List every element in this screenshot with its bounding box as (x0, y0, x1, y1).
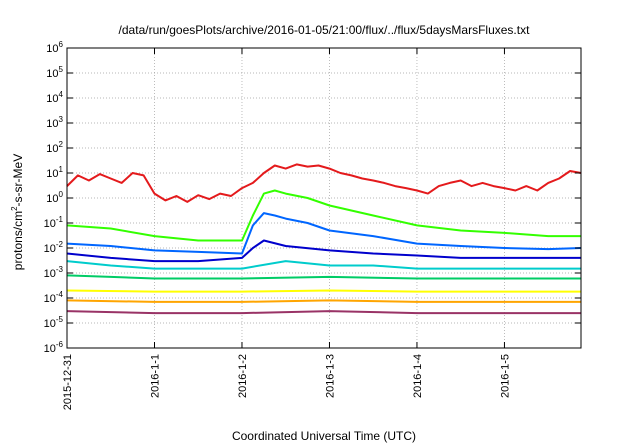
x-axis-title: Coordinated Universal Time (UTC) (232, 429, 416, 443)
y-tick-exponent: 4 (59, 90, 64, 99)
series-line (66, 212, 582, 255)
y-tick-exponent: 5 (59, 65, 64, 74)
y-tick-base: 10 (46, 118, 58, 130)
x-tick-label: 2016-1-5 (499, 354, 511, 398)
y-tick-label: 10-3 (44, 265, 64, 280)
y-tick-base: 10 (46, 93, 58, 105)
y-tick-exponent: 0 (59, 190, 64, 199)
y-tick-label: 100 (46, 190, 63, 205)
y-tick-exponent: 6 (59, 40, 64, 49)
series-line (66, 289, 581, 293)
y-tick-exponent: 1 (59, 165, 64, 174)
y-tick-base: 10 (46, 143, 58, 155)
y-tick-exponent: -1 (56, 215, 64, 224)
plot-frame (66, 47, 582, 349)
series-line (66, 274, 581, 280)
y-tick-exponent: -5 (56, 315, 64, 324)
y-axis-title: protons/cm2-s-sr-MeV (10, 154, 25, 270)
chart-title: /data/run/goesPlots/archive/2016-01-05/2… (119, 23, 531, 37)
grid-lines (66, 47, 581, 349)
y-tick-exponent: -2 (56, 240, 64, 249)
x-tick-label: 2016-1-2 (237, 354, 249, 398)
y-tick-label: 101 (46, 165, 63, 180)
y-tick-label: 10-4 (44, 290, 64, 305)
y-tick-base: 10 (44, 318, 56, 330)
series-line (66, 260, 581, 270)
y-tick-exponent: -3 (56, 265, 64, 274)
series-line (66, 189, 581, 242)
y-tick-label: 105 (46, 65, 63, 80)
y-tick-exponent: 3 (59, 115, 64, 124)
y-tick-label: 10-5 (44, 315, 64, 330)
y-tick-base: 10 (46, 168, 58, 180)
y-tick-base: 10 (44, 243, 56, 255)
y-tick-labels: 10-610-510-410-310-210-11001011021031041… (44, 40, 64, 355)
x-tick-label: 2016-1-1 (149, 354, 161, 398)
series-line (66, 310, 581, 315)
y-tick-base: 10 (44, 218, 56, 230)
y-tick-label: 106 (46, 40, 63, 55)
y-tick-exponent: -4 (56, 290, 64, 299)
x-tick-label: 2016-1-4 (412, 354, 424, 398)
y-tick-label: 10-1 (44, 215, 64, 230)
y-axis-title-exponent: 2 (10, 206, 19, 211)
y-tick-base: 10 (46, 68, 58, 80)
y-tick-label: 104 (46, 90, 63, 105)
series-line (66, 163, 582, 203)
y-tick-exponent: -6 (56, 340, 64, 349)
y-tick-base: 10 (46, 193, 58, 205)
x-tick-label: 2016-1-3 (324, 354, 336, 398)
series-line (66, 239, 581, 263)
y-tick-label: 103 (46, 115, 63, 130)
y-tick-label: 10-2 (44, 240, 64, 255)
x-tick-labels: 2015-12-31 2016-1-1 2016-1-2 2016-1-3 2016-1… (62, 354, 511, 410)
y-tick-label: 102 (46, 140, 63, 155)
y-axis-title-base: protons/cm (11, 211, 25, 270)
axis-ticks (66, 47, 581, 349)
y-tick-base: 10 (46, 43, 58, 55)
x-tick-label: 2015-12-31 (62, 354, 74, 410)
y-tick-exponent: 2 (59, 140, 64, 149)
series-line (66, 299, 581, 303)
y-axis-title-rest: -s-sr-MeV (11, 154, 25, 207)
y-tick-base: 10 (44, 268, 56, 280)
series-layer (66, 163, 582, 315)
y-tick-base: 10 (44, 293, 56, 305)
y-tick-base: 10 (44, 343, 56, 355)
y-tick-label: 10-6 (44, 340, 64, 355)
